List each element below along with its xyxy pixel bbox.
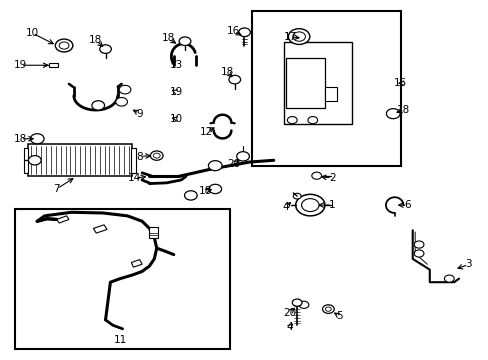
Text: 16: 16: [227, 26, 240, 36]
Text: 7: 7: [53, 184, 60, 194]
Text: 14: 14: [128, 173, 141, 183]
Bar: [325, 87, 336, 101]
Text: 2: 2: [328, 173, 335, 183]
Bar: [15, 209, 229, 348]
Circle shape: [295, 194, 325, 216]
Circle shape: [386, 109, 399, 119]
Circle shape: [179, 37, 190, 45]
Circle shape: [413, 241, 423, 248]
Text: 13: 13: [169, 60, 183, 70]
Circle shape: [238, 28, 250, 37]
Text: 8: 8: [136, 152, 142, 162]
Text: 18: 18: [89, 35, 102, 45]
Circle shape: [325, 307, 330, 311]
Circle shape: [322, 305, 333, 314]
Polygon shape: [93, 225, 107, 233]
Circle shape: [59, 42, 69, 49]
Text: 6: 6: [404, 200, 410, 210]
Circle shape: [100, 45, 111, 53]
Circle shape: [30, 134, 44, 144]
Circle shape: [150, 151, 163, 160]
Circle shape: [292, 299, 302, 306]
Circle shape: [228, 75, 240, 84]
Circle shape: [153, 153, 160, 158]
Circle shape: [28, 156, 41, 165]
Circle shape: [287, 117, 297, 124]
Bar: [131, 148, 136, 173]
Bar: [149, 227, 158, 238]
Text: 10: 10: [169, 114, 183, 124]
Polygon shape: [57, 216, 69, 223]
Text: 17: 17: [284, 32, 297, 41]
Circle shape: [311, 172, 321, 179]
Circle shape: [208, 161, 222, 171]
Text: 3: 3: [465, 259, 471, 269]
Circle shape: [293, 193, 301, 199]
Circle shape: [444, 275, 453, 282]
Circle shape: [208, 184, 221, 194]
Bar: [283, 42, 351, 125]
Text: 20: 20: [282, 308, 295, 318]
Bar: [23, 148, 28, 173]
Circle shape: [92, 101, 104, 110]
Circle shape: [307, 117, 317, 124]
Text: 11: 11: [113, 334, 126, 345]
Circle shape: [288, 29, 309, 44]
Text: 19: 19: [14, 60, 27, 70]
Circle shape: [55, 39, 73, 52]
Polygon shape: [131, 260, 142, 267]
Text: 18: 18: [221, 67, 234, 77]
Text: 18: 18: [396, 105, 409, 115]
Text: 4: 4: [282, 202, 289, 212]
Circle shape: [184, 191, 197, 200]
Bar: [285, 58, 325, 108]
Text: 10: 10: [26, 28, 39, 38]
Circle shape: [292, 32, 305, 41]
Text: 4: 4: [285, 322, 292, 332]
Text: 1: 1: [328, 200, 335, 210]
Circle shape: [413, 250, 423, 257]
Text: 9: 9: [136, 109, 142, 119]
Text: 18: 18: [162, 33, 175, 43]
Circle shape: [299, 301, 308, 309]
Text: 20: 20: [227, 159, 240, 169]
Bar: [27, 144, 132, 176]
Text: 15: 15: [393, 78, 407, 88]
Circle shape: [116, 98, 127, 106]
Circle shape: [301, 199, 319, 212]
Text: 18: 18: [14, 134, 27, 144]
Bar: [49, 63, 58, 67]
Bar: [251, 12, 400, 166]
Circle shape: [119, 85, 131, 94]
Text: 12: 12: [200, 127, 213, 136]
Circle shape: [236, 152, 249, 161]
Text: 18: 18: [199, 186, 212, 196]
Text: 5: 5: [336, 311, 342, 321]
Text: 19: 19: [169, 87, 183, 97]
